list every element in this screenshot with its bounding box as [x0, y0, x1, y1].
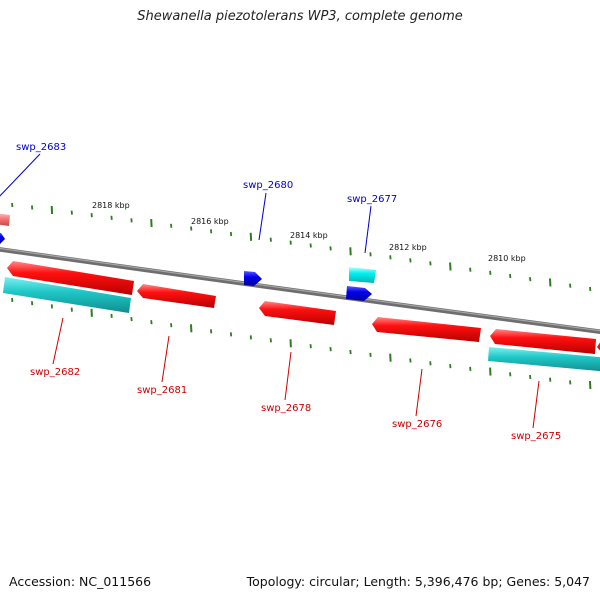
- gene-swp-2683-feature[interactable]: [0, 213, 10, 226]
- leader-line-swp-2675: [532, 380, 540, 429]
- leader-line-swp-2681: [161, 335, 170, 383]
- gene-swp-2681-feature[interactable]: [137, 284, 216, 308]
- gene-swp-2677-feature[interactable]: [349, 267, 376, 283]
- leader-line-swp-2677: [364, 205, 372, 254]
- gene-label-swp-2678[interactable]: swp_2678: [261, 403, 311, 414]
- gene-right-edge-reverse-feature[interactable]: [597, 339, 600, 355]
- gene-swp-2675-rna-feature[interactable]: [488, 347, 600, 372]
- genome-backbone: [0, 247, 600, 334]
- reverse-gene-labels: swp_2682 swp_2681 swp_2678 swp_2676 swp_…: [30, 317, 561, 442]
- gene-label-swp-2683[interactable]: swp_2683: [16, 142, 66, 153]
- genome-backbone-highlight: [0, 247, 600, 332]
- leader-line-swp-2680: [258, 192, 267, 241]
- forward-strand-features: [0, 213, 376, 301]
- gene-swp-2682-rna-feature[interactable]: [3, 277, 131, 313]
- gene-swp-2676-feature[interactable]: [372, 317, 481, 342]
- gene-swp-2675-feature[interactable]: [490, 329, 596, 354]
- gene-swp-2680-feature[interactable]: [244, 271, 262, 286]
- leader-line-swp-2678: [284, 351, 292, 401]
- ruler-label-2814: 2814 kbp: [290, 231, 328, 240]
- gene-label-swp-2677[interactable]: swp_2677: [347, 194, 397, 205]
- leader-line-swp-2682: [52, 317, 64, 365]
- gene-forward-adjacent-feature[interactable]: [346, 286, 372, 301]
- gene-label-swp-2680[interactable]: swp_2680: [243, 180, 293, 191]
- gene-swp-2682-feature[interactable]: [7, 261, 134, 295]
- accession-text: Accession: NC_011566: [9, 574, 152, 589]
- gene-label-swp-2675[interactable]: swp_2675: [511, 431, 561, 442]
- ruler-label-2812: 2812 kbp: [389, 243, 427, 252]
- gene-label-swp-2682[interactable]: swp_2682: [30, 367, 80, 378]
- gene-label-swp-2681[interactable]: swp_2681: [137, 385, 187, 396]
- ruler-label-2810: 2810 kbp: [488, 254, 526, 263]
- ruler-ticks-outer: [11, 202, 592, 292]
- ruler-ticks-inner: [11, 297, 592, 390]
- gene-label-swp-2676[interactable]: swp_2676: [392, 419, 442, 430]
- ruler-label-2818: 2818 kbp: [92, 201, 130, 210]
- ruler-labels: 2818 kbp 2816 kbp 2814 kbp 2812 kbp 2810…: [92, 201, 526, 263]
- page-title: Shewanella piezotolerans WP3, complete g…: [137, 9, 463, 24]
- forward-gene-labels: swp_2683 swp_2680 swp_2677: [0, 142, 397, 254]
- ruler-label-2816: 2816 kbp: [191, 217, 229, 226]
- leader-line-swp-2683: [0, 153, 41, 197]
- reverse-strand-features: [3, 261, 600, 372]
- gene-left-edge-forward-feature[interactable]: [0, 232, 5, 244]
- genome-summary-text: Topology: circular; Length: 5,396,476 bp…: [246, 574, 590, 589]
- leader-line-swp-2676: [415, 368, 423, 417]
- gene-swp-2678-feature[interactable]: [259, 301, 336, 325]
